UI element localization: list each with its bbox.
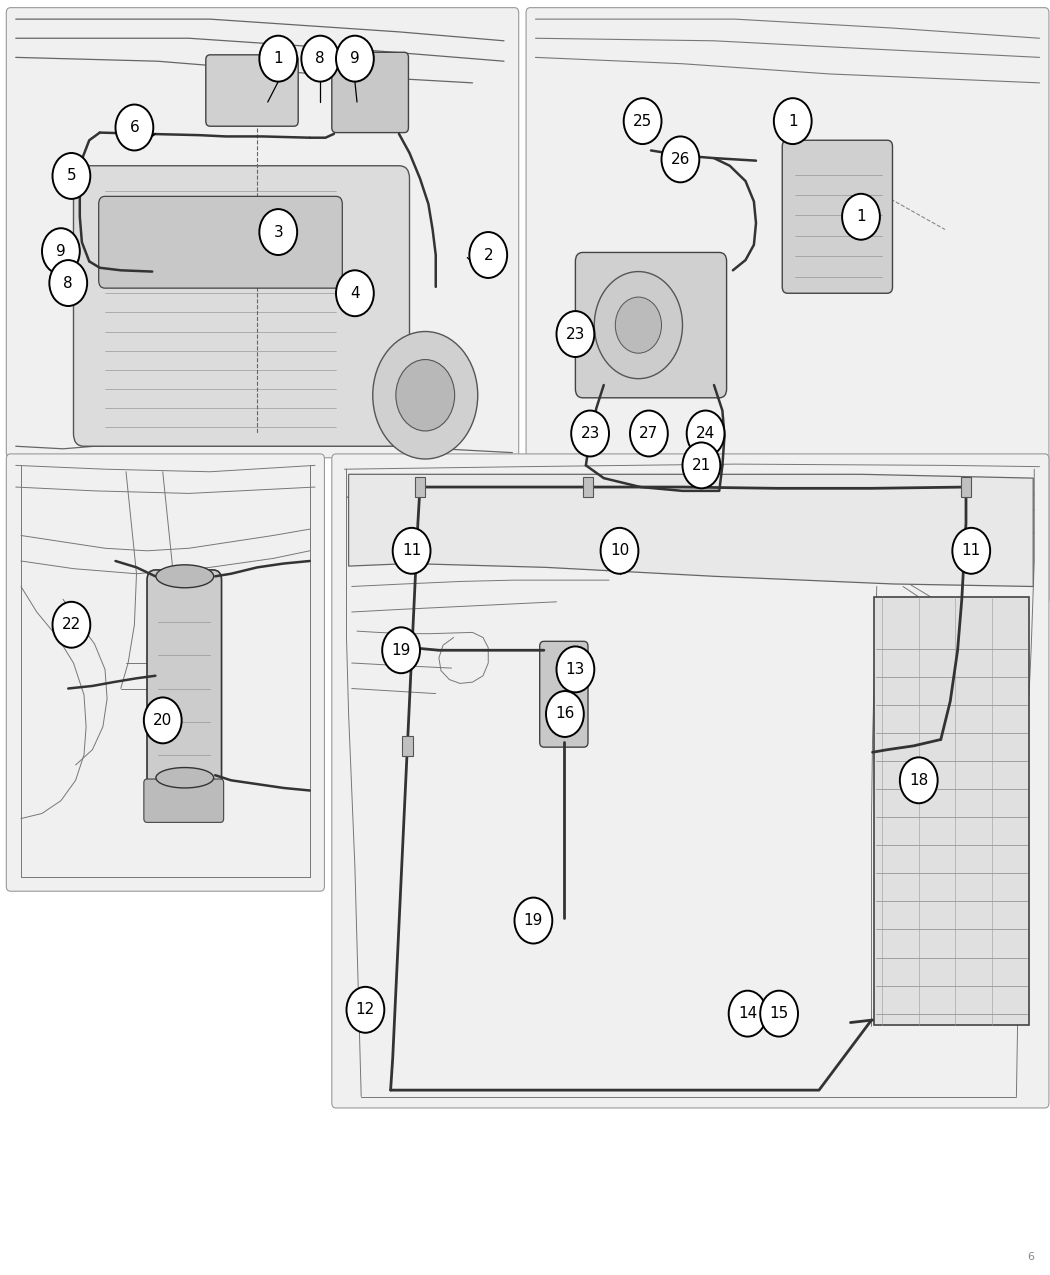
Circle shape [556, 311, 594, 357]
Text: 23: 23 [581, 426, 600, 441]
Circle shape [336, 270, 374, 316]
Text: 8: 8 [63, 275, 74, 291]
FancyBboxPatch shape [99, 196, 342, 288]
FancyBboxPatch shape [6, 454, 324, 891]
FancyBboxPatch shape [144, 779, 224, 822]
Circle shape [556, 646, 594, 692]
Bar [402, 736, 413, 756]
FancyBboxPatch shape [206, 55, 298, 126]
Text: 11: 11 [402, 543, 421, 558]
Text: 22: 22 [62, 617, 81, 632]
Bar [415, 477, 425, 497]
Ellipse shape [155, 565, 214, 588]
Text: 12: 12 [356, 1002, 375, 1017]
Circle shape [682, 442, 720, 488]
Polygon shape [349, 474, 1033, 586]
Text: 18: 18 [909, 773, 928, 788]
Circle shape [624, 98, 662, 144]
Text: 13: 13 [566, 662, 585, 677]
Circle shape [729, 991, 766, 1037]
FancyBboxPatch shape [540, 641, 588, 747]
Circle shape [116, 105, 153, 150]
Text: 25: 25 [633, 113, 652, 129]
Bar [874, 597, 1029, 1025]
Ellipse shape [155, 768, 214, 788]
Text: 24: 24 [696, 426, 715, 441]
FancyBboxPatch shape [147, 570, 222, 788]
Text: 14: 14 [738, 1006, 757, 1021]
FancyBboxPatch shape [74, 166, 410, 446]
Text: 10: 10 [610, 543, 629, 558]
Circle shape [615, 297, 662, 353]
Circle shape [469, 232, 507, 278]
Circle shape [842, 194, 880, 240]
FancyBboxPatch shape [782, 140, 892, 293]
FancyBboxPatch shape [332, 52, 408, 133]
Text: 26: 26 [671, 152, 690, 167]
Text: 19: 19 [524, 913, 543, 928]
Circle shape [396, 360, 455, 431]
Text: 19: 19 [392, 643, 411, 658]
FancyBboxPatch shape [575, 252, 727, 398]
Text: 15: 15 [770, 1006, 789, 1021]
Text: 20: 20 [153, 713, 172, 728]
Circle shape [144, 697, 182, 743]
Circle shape [687, 411, 724, 456]
Text: 9: 9 [56, 244, 66, 259]
Circle shape [52, 602, 90, 648]
Circle shape [571, 411, 609, 456]
Circle shape [546, 691, 584, 737]
Text: 16: 16 [555, 706, 574, 722]
FancyBboxPatch shape [526, 8, 1049, 604]
Circle shape [630, 411, 668, 456]
Text: 23: 23 [566, 326, 585, 342]
Circle shape [382, 627, 420, 673]
Text: 21: 21 [692, 458, 711, 473]
Circle shape [774, 98, 812, 144]
Text: 1: 1 [788, 113, 798, 129]
Text: 8: 8 [315, 51, 326, 66]
FancyBboxPatch shape [6, 8, 519, 458]
Bar [406, 638, 417, 658]
Text: 3: 3 [273, 224, 284, 240]
Text: 5: 5 [66, 168, 77, 184]
Bar [961, 477, 971, 497]
Circle shape [373, 332, 478, 459]
Circle shape [900, 757, 938, 803]
Circle shape [514, 898, 552, 944]
Text: 11: 11 [962, 543, 981, 558]
Circle shape [952, 528, 990, 574]
Text: 4: 4 [350, 286, 360, 301]
Text: 6: 6 [129, 120, 140, 135]
Text: 27: 27 [639, 426, 658, 441]
Text: 1: 1 [273, 51, 284, 66]
Text: 9: 9 [350, 51, 360, 66]
Text: 1: 1 [856, 209, 866, 224]
Circle shape [259, 36, 297, 82]
Circle shape [662, 136, 699, 182]
Circle shape [42, 228, 80, 274]
Text: 6: 6 [1027, 1252, 1034, 1262]
Bar [583, 477, 593, 497]
Circle shape [760, 991, 798, 1037]
FancyBboxPatch shape [332, 454, 1049, 1108]
Circle shape [594, 272, 682, 379]
Circle shape [49, 260, 87, 306]
Circle shape [393, 528, 430, 574]
Circle shape [336, 36, 374, 82]
Text: 2: 2 [483, 247, 493, 263]
Circle shape [52, 153, 90, 199]
Circle shape [601, 528, 638, 574]
Circle shape [346, 987, 384, 1033]
Circle shape [259, 209, 297, 255]
Circle shape [301, 36, 339, 82]
